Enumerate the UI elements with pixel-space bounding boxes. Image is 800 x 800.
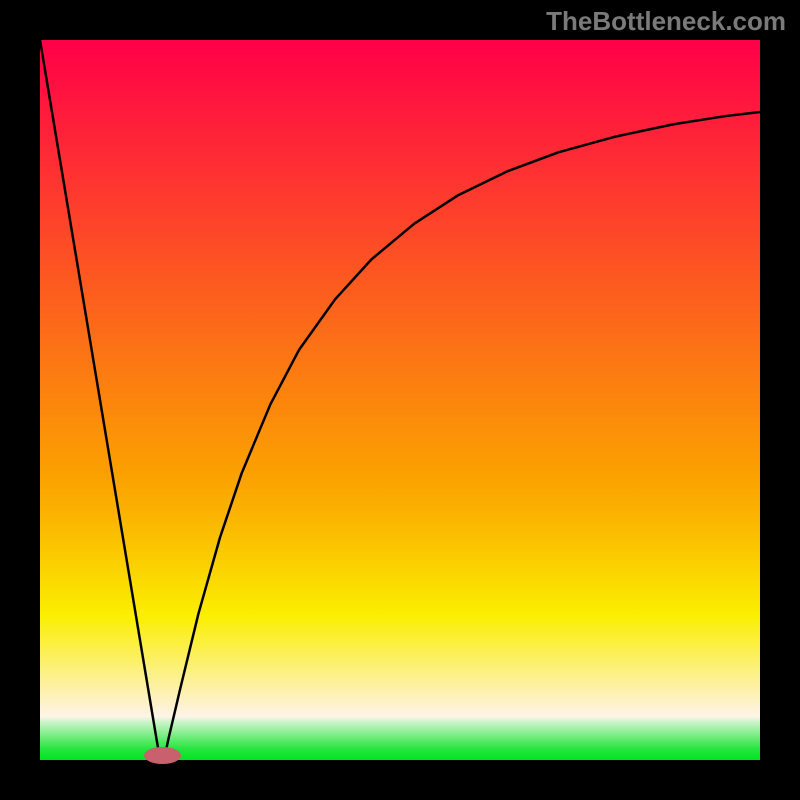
plot-area — [40, 40, 760, 760]
chart-container: { "chart": { "type": "line", "canvas": {… — [0, 0, 800, 800]
optimum-marker — [144, 747, 181, 764]
watermark-text: TheBottleneck.com — [546, 6, 786, 37]
